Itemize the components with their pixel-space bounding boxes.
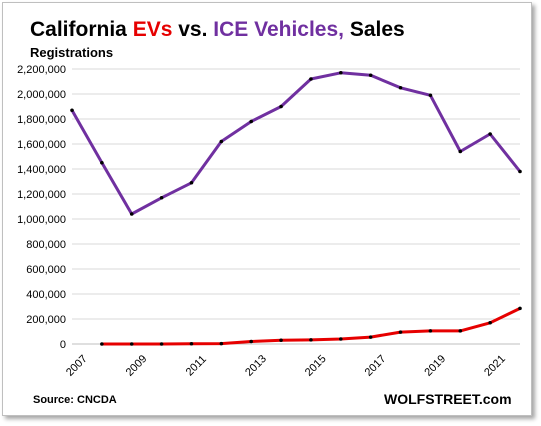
grid-lines <box>72 68 520 345</box>
data-point-ev <box>219 341 224 346</box>
x-tick-label: 2013 <box>243 353 269 379</box>
x-tick-label: 2021 <box>482 353 508 379</box>
chart-subtitle: Registrations <box>30 45 114 60</box>
series-lines <box>70 70 522 346</box>
data-point-ice <box>339 70 343 75</box>
x-tick-label: 2015 <box>303 353 329 379</box>
y-tick-label: 1,600,000 <box>17 139 66 151</box>
data-point-ice <box>518 169 522 174</box>
series-line-ice <box>70 71 522 216</box>
title-vs: vs. <box>172 18 214 41</box>
title-sales: Sales <box>344 18 405 41</box>
data-point-ev <box>129 342 134 346</box>
y-tick-label: 1,200,000 <box>17 189 66 201</box>
data-point-ev <box>398 330 403 334</box>
data-point-ice <box>100 160 104 165</box>
source-note: Source: CNCDA <box>33 394 117 406</box>
data-point-ev <box>518 306 522 311</box>
x-tick-label: 2019 <box>422 353 448 379</box>
data-point-ev <box>339 337 343 341</box>
chart-frame <box>2 2 532 416</box>
data-point-ev <box>279 338 283 343</box>
x-tick-label: 2009 <box>124 353 150 379</box>
data-point-ev <box>309 338 313 342</box>
x-axis-ticks: 2007 2009 2011 2013 2015 2017 2019 2021 <box>64 353 508 379</box>
data-point-ev <box>428 329 433 333</box>
y-tick-label: 600,000 <box>26 264 66 276</box>
data-point-ev <box>100 342 104 346</box>
chart-title: California EVs vs. ICE Vehicles, Sales <box>30 18 405 42</box>
data-point-ev <box>249 339 253 344</box>
data-point-ice <box>279 104 283 109</box>
x-tick-label: 2007 <box>64 353 90 379</box>
x-tick-label: 2011 <box>184 353 209 378</box>
data-point-ev <box>368 335 373 339</box>
y-tick-label: 1,800,000 <box>17 114 66 126</box>
data-point-ice <box>368 73 373 78</box>
data-point-ice <box>428 93 433 98</box>
data-point-ice <box>159 195 164 200</box>
data-point-ice <box>488 132 492 136</box>
y-axis-ticks: 0 200,000 400,000 600,000 800,000 1,000,000 1,… <box>17 64 66 351</box>
y-tick-label: 800,000 <box>26 239 66 251</box>
title-ice-vehicles: ICE Vehicles, <box>213 18 345 41</box>
data-point-ice <box>249 119 253 124</box>
y-tick-label: 1,400,000 <box>17 164 66 176</box>
y-tick-label: 400,000 <box>26 289 66 301</box>
y-tick-label: 0 <box>60 339 66 351</box>
data-point-ice <box>129 212 134 216</box>
data-point-ice <box>189 180 194 185</box>
x-tick-label: 2017 <box>363 353 389 379</box>
y-tick-label: 200,000 <box>26 314 66 326</box>
brand-logo-text: WOLFSTREET.com <box>384 391 512 407</box>
data-point-ev <box>189 341 194 346</box>
data-point-ice <box>398 85 403 90</box>
data-point-ice <box>70 108 74 113</box>
data-point-ice <box>309 77 313 81</box>
y-tick-label: 1,000,000 <box>17 214 66 226</box>
data-point-ev <box>488 320 492 325</box>
data-point-ice <box>219 139 224 144</box>
data-point-ev <box>458 329 463 333</box>
y-tick-label: 2,200,000 <box>17 64 66 76</box>
data-point-ice <box>458 149 463 154</box>
data-point-ev <box>159 342 164 346</box>
y-tick-label: 2,000,000 <box>17 89 66 101</box>
title-part-california: California <box>30 18 133 41</box>
title-evs: EVs <box>132 18 173 41</box>
